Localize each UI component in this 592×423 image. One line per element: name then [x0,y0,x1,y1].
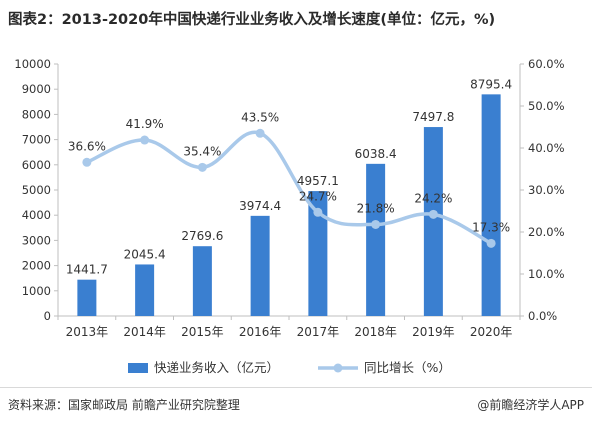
growth-value-label: 41.9% [126,117,164,131]
legend-bar-swatch [128,363,148,373]
combo-chart: 0 1000 2000 3000 4000 5000 6000 7000 8000 9000 100… [14,57,564,375]
bar-value-label: 7497.8 [412,110,454,124]
y-left-tick-label: 9000 [22,82,51,96]
legend-line-marker [333,363,343,373]
growth-value-label: 24.7% [299,189,337,203]
bar [481,94,501,316]
bar [423,127,443,316]
growth-line [85,130,493,246]
growth-value-label: 35.4% [183,144,221,158]
source-note: 资料来源：国家邮政局 前瞻产业研究院整理 [8,398,240,412]
y-right-tick-label: 20.0% [528,225,565,239]
bar-value-label: 8795.4 [470,77,512,91]
growth-point [486,238,496,248]
y-right-tick-label: 10.0% [528,267,565,281]
y-left-tick-label: 1000 [22,284,51,298]
chart-title: 图表2：2013-2020年中国快递行业业务收入及增长速度(单位：亿元，%) [8,12,496,28]
y-left-tick-label: 5000 [22,183,51,197]
y-left-tick-label: 7000 [22,133,51,147]
bar [308,191,328,316]
growth-value-label: 21.8% [357,201,395,215]
bar [250,215,270,316]
bar [77,279,97,316]
y-right-tick-label: 50.0% [528,99,565,113]
x-tick-label: 2016年 [239,325,282,339]
growth-value-label: 43.5% [241,110,279,124]
credit-note: @前瞻经济学人APP [477,398,584,412]
growth-value-label: 36.6% [68,139,106,153]
growth-point [82,157,92,167]
growth-point [197,162,207,172]
y-left-tick-label: 4000 [22,208,51,222]
y-right-tick-label: 60.0% [528,57,565,71]
legend-bar-label: 快递业务收入（亿元） [154,360,279,375]
y-left-tick-label: 8000 [22,107,51,121]
legend: 快递业务收入（亿元） 同比增长（%） [128,360,451,375]
x-tick-label: 2019年 [412,325,455,339]
bar-value-label: 4957.1 [297,174,339,188]
growth-point [428,209,438,219]
x-tick-label: 2014年 [123,325,166,339]
bar-value-label: 3974.4 [239,199,281,213]
bar [192,246,212,316]
x-tick-label: 2017年 [297,325,340,339]
bar [135,264,155,316]
growth-value-label: 17.3% [472,220,510,234]
legend-line-label: 同比增长（%） [364,360,451,375]
y-right-tick-label: 0.0% [528,309,557,323]
y-left-tick-label: 0 [44,309,51,323]
x-tick-label: 2015年 [181,325,224,339]
y-left-tick-label: 10000 [14,57,51,71]
y-right-tick-label: 30.0% [528,183,565,197]
bar-value-label: 2045.4 [124,247,166,261]
growth-value-label: 24.2% [414,191,452,205]
y-left-tick-label: 2000 [22,259,51,273]
bar [366,163,386,316]
growth-point [140,135,150,145]
bar-value-label: 2769.6 [181,229,223,243]
x-tick-label: 2020年 [470,325,513,339]
y-right-tick-label: 40.0% [528,141,565,155]
bar-value-label: 6038.4 [355,147,397,161]
footer-divider [0,387,592,388]
growth-point [313,207,323,217]
y-left-tick-label: 3000 [22,233,51,247]
x-tick-label: 2013年 [66,325,109,339]
x-tick-label: 2018年 [354,325,397,339]
bar-value-label: 1441.7 [66,263,108,277]
growth-point [371,219,381,229]
growth-point [255,128,265,138]
axes: 0 1000 2000 3000 4000 5000 6000 7000 8000 9000 100… [14,57,564,339]
bar-series [77,94,501,316]
y-left-tick-label: 6000 [22,158,51,172]
line-series [82,128,496,248]
data-labels: 1441.7 2045.4 2769.6 3974.4 4957.1 6038.4 7497… [66,77,512,276]
